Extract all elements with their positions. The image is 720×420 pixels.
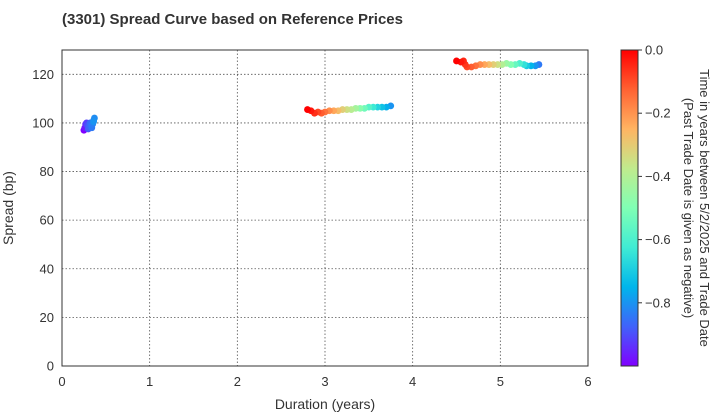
x-tick-label: 2: [234, 374, 241, 389]
data-points: [80, 57, 543, 134]
x-axis-ticks: 0 1 2 3 4 5 6: [58, 374, 591, 389]
y-axis-ticks: 0 20 40 60 80 100 120: [32, 67, 54, 374]
grid-lines: [62, 50, 588, 366]
y-tick-label: 100: [32, 115, 54, 130]
x-tick-label: 1: [146, 374, 153, 389]
colorbar-tick-label: −0.4: [645, 169, 671, 184]
x-tick-label: 3: [321, 374, 328, 389]
colorbar-label-line1: Time in years between 5/2/2025 and Trade…: [697, 69, 712, 347]
y-axis-label: Spread (bp): [0, 171, 16, 245]
colorbar-tick-label: −0.8: [645, 295, 671, 310]
y-tick-label: 40: [40, 261, 54, 276]
x-axis-label: Duration (years): [275, 396, 375, 412]
y-tick-label: 0: [47, 359, 54, 374]
colorbar-tick-label: 0.0: [645, 43, 663, 58]
x-tick-label: 4: [409, 374, 416, 389]
data-point: [90, 118, 97, 126]
plot-frame: [61, 49, 589, 367]
colorbar: [620, 49, 639, 367]
colorbar-tick-label: −0.2: [645, 106, 671, 121]
x-tick-label: 5: [497, 374, 504, 389]
y-tick-label: 120: [32, 67, 54, 82]
y-tick-label: 60: [40, 213, 54, 228]
colorbar-label-line2: (Past Trade Date is given as negative): [681, 98, 696, 318]
data-point: [453, 57, 460, 65]
x-tick-label: 0: [58, 374, 65, 389]
data-point: [304, 106, 311, 113]
colorbar-ticks: 0.0 −0.2 −0.4 −0.6 −0.8: [638, 43, 671, 310]
y-tick-label: 80: [40, 164, 54, 179]
chart-title: (3301) Spread Curve based on Reference P…: [62, 11, 403, 28]
colorbar-tick-label: −0.6: [645, 232, 671, 247]
y-tick-label: 20: [40, 310, 54, 325]
x-tick-label: 6: [584, 374, 591, 389]
